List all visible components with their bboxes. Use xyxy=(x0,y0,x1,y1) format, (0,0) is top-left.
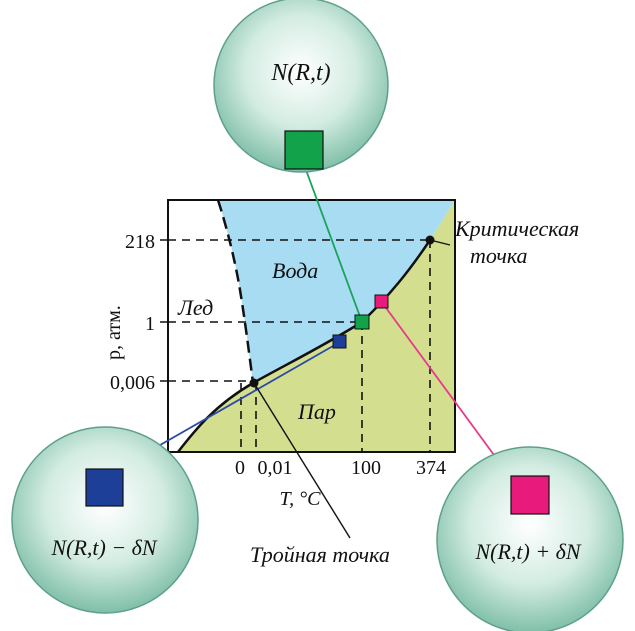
green-connector-line xyxy=(305,169,363,323)
triple-point-pointer xyxy=(253,382,351,539)
vapor-region xyxy=(168,200,455,452)
pink-marker-small xyxy=(374,294,389,309)
top-sphere-formula: N(R,t) xyxy=(270,60,330,86)
green-marker-small xyxy=(354,314,370,330)
green-marker-large xyxy=(284,130,324,170)
triple-point-label: Тройная точка xyxy=(250,542,390,567)
vapor-label: Пар xyxy=(297,399,336,424)
plot-frame xyxy=(167,199,456,453)
water-region xyxy=(218,200,455,383)
y-tick-1: 1 xyxy=(145,313,155,335)
pink-marker-large xyxy=(510,475,550,515)
phase-regions xyxy=(168,200,455,452)
ice-label: Лед xyxy=(177,295,213,320)
blue-marker-small xyxy=(332,334,347,349)
critical-point-pointer xyxy=(429,239,451,246)
x-axis-label: T, °C xyxy=(280,488,322,510)
y-tick-0006: 0,006 xyxy=(110,372,155,394)
critical-point-label-line1: Критическая xyxy=(454,216,579,241)
blue-marker-large xyxy=(85,468,124,507)
x-tick-001: 0,01 xyxy=(258,457,293,479)
x-tick-100: 100 xyxy=(351,457,381,479)
y-axis-label: p, атм. xyxy=(103,305,125,360)
guide-lines xyxy=(168,239,431,452)
y-tick-218: 218 xyxy=(125,231,155,253)
pink-connector-line xyxy=(380,300,506,471)
water-label: Вода xyxy=(272,258,318,283)
bottom-left-sphere-formula: N(R,t) − δN xyxy=(50,535,157,560)
y-tick-marks xyxy=(160,239,168,382)
top-sphere: N(R,t) xyxy=(213,0,389,173)
melting-curve xyxy=(216,199,255,384)
critical-point-label-line2: точка xyxy=(470,243,528,268)
bottom-left-sphere: N(R,t) − δN xyxy=(11,426,199,614)
x-tick-0: 0 xyxy=(235,457,245,479)
bottom-right-sphere: N(R,t) + δN xyxy=(436,446,624,631)
x-tick-374: 374 xyxy=(416,457,446,479)
bottom-right-sphere-formula: N(R,t) + δN xyxy=(474,539,581,564)
